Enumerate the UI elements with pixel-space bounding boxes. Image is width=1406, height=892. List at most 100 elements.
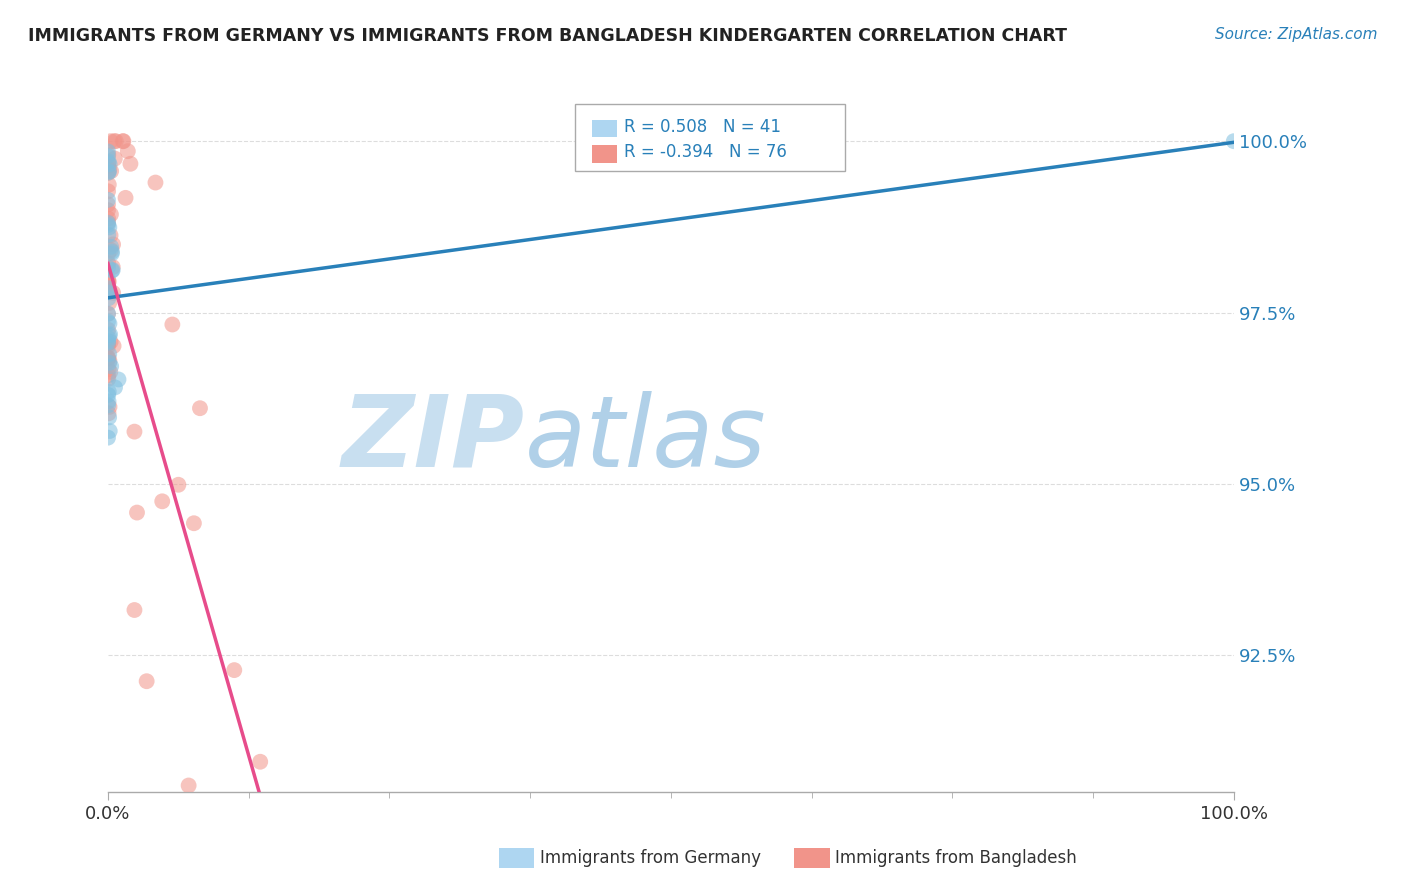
Point (97, 197, 120, 211)
Text: Immigrants from Germany: Immigrants from Germany (540, 849, 761, 867)
Point (97, 275, 120, 289)
Point (135, 674, 157, 689)
Point (97, 275, 120, 289)
Point (188, 401, 211, 416)
Text: ZIP: ZIP (342, 391, 524, 488)
Point (97, 178, 120, 192)
FancyBboxPatch shape (592, 120, 617, 137)
Point (98, 400, 121, 414)
Point (97, 164, 120, 178)
Point (98, 410, 121, 425)
Point (167, 477, 190, 491)
FancyBboxPatch shape (575, 104, 845, 171)
Point (101, 263, 124, 277)
Point (97, 284, 120, 298)
Point (97, 285, 120, 299)
Text: Source: ZipAtlas.com: Source: ZipAtlas.com (1215, 27, 1378, 42)
Point (101, 237, 124, 252)
FancyBboxPatch shape (592, 145, 617, 162)
Point (200, 829, 222, 843)
Point (97, 256, 120, 270)
Point (145, 176, 167, 190)
Point (297, 888, 319, 892)
Point (98, 220, 121, 235)
Point (100, 164, 122, 178)
Point (97, 388, 120, 402)
Point (104, 380, 127, 394)
Point (98, 424, 121, 438)
Point (124, 425, 146, 439)
Point (97, 273, 120, 287)
Point (98, 356, 121, 370)
Point (98, 317, 121, 331)
Point (100, 134, 122, 148)
Point (231, 888, 253, 892)
Point (97, 368, 120, 383)
Point (100, 228, 122, 243)
Point (103, 339, 125, 353)
Point (97, 431, 120, 445)
Point (97, 216, 120, 230)
Point (101, 263, 124, 277)
Point (97, 307, 120, 321)
Point (100, 207, 122, 221)
Point (101, 246, 124, 260)
Point (97, 211, 120, 226)
Point (97, 147, 120, 161)
Point (101, 244, 124, 259)
Point (224, 663, 246, 677)
Point (97, 362, 120, 376)
Point (98, 157, 121, 171)
Point (97, 323, 120, 337)
Text: atlas: atlas (524, 391, 766, 488)
Point (98, 347, 121, 361)
Point (183, 516, 205, 531)
Point (97, 334, 120, 348)
Point (97, 203, 120, 218)
Point (97, 154, 120, 169)
Point (97, 336, 120, 351)
Point (305, 888, 328, 892)
Point (104, 134, 127, 148)
Point (97, 165, 120, 179)
Point (97, 336, 120, 351)
Point (235, 888, 257, 892)
Point (101, 285, 124, 300)
Point (97, 246, 120, 260)
Point (97, 351, 120, 365)
Point (97, 216, 120, 230)
Point (117, 144, 139, 158)
Point (97, 285, 120, 300)
Point (236, 814, 259, 828)
Point (97, 398, 120, 412)
Point (332, 888, 354, 892)
Point (98, 162, 121, 177)
Point (125, 506, 148, 520)
Point (249, 755, 271, 769)
Point (98, 295, 121, 310)
Text: IMMIGRANTS FROM GERMANY VS IMMIGRANTS FROM BANGLADESH KINDERGARTEN CORRELATION C: IMMIGRANTS FROM GERMANY VS IMMIGRANTS FR… (28, 27, 1067, 45)
Point (114, 191, 136, 205)
Point (97, 307, 120, 321)
Point (97, 384, 120, 399)
Point (97, 339, 120, 353)
Point (98, 328, 121, 343)
Point (107, 372, 129, 386)
Point (98, 365, 121, 379)
Point (97, 184, 120, 198)
Point (100, 240, 122, 254)
Point (97, 149, 120, 163)
Point (100, 359, 122, 374)
Point (97, 218, 120, 232)
Point (100, 243, 122, 257)
Point (150, 494, 173, 508)
Text: R = -0.394   N = 76: R = -0.394 N = 76 (624, 143, 786, 161)
Point (239, 888, 262, 892)
Point (120, 157, 142, 171)
Point (112, 134, 135, 148)
Point (97, 260, 120, 275)
Point (97, 159, 120, 173)
Point (97, 394, 120, 409)
Point (97, 166, 120, 180)
Point (97, 351, 120, 365)
